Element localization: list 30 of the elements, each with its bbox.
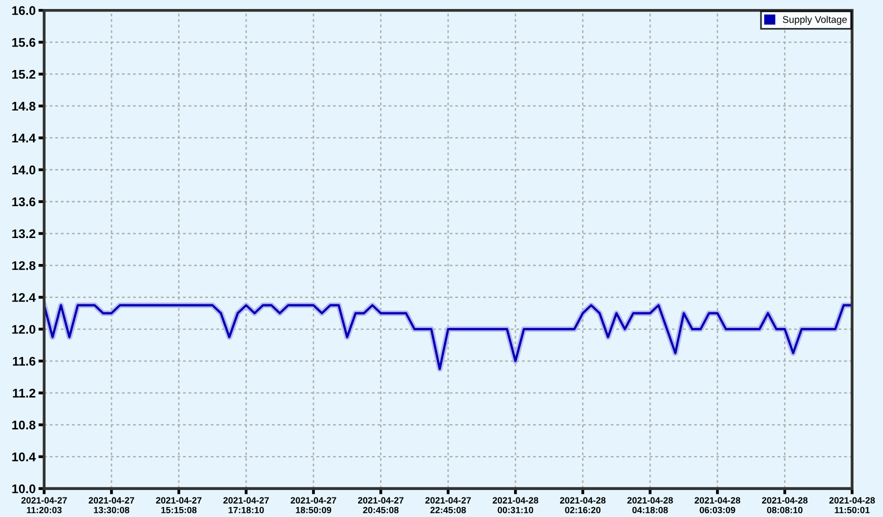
y-tick-label: 14.8 bbox=[12, 102, 36, 111]
y-tick-label: 12.8 bbox=[12, 261, 36, 270]
x-tick-label: 2021-04-28 04:18:08 bbox=[627, 497, 673, 514]
x-tick-label: 2021-04-27 20:45:08 bbox=[358, 497, 404, 514]
y-tick-label: 10.0 bbox=[12, 484, 36, 494]
x-tick-label: 2021-04-28 11:50:01 bbox=[829, 497, 875, 514]
x-tick-label: 2021-04-28 08:08:10 bbox=[762, 497, 808, 514]
legend-label: Supply Voltage bbox=[782, 16, 847, 25]
y-tick-label: 15.2 bbox=[12, 70, 36, 79]
y-tick-label: 12.0 bbox=[12, 324, 36, 334]
x-tick-label: 2021-04-28 00:31:10 bbox=[492, 497, 538, 514]
y-tick-label: 14.4 bbox=[12, 134, 36, 142]
x-tick-label: 2021-04-27 22:45:08 bbox=[425, 497, 471, 514]
y-tick-label: 11.2 bbox=[12, 388, 36, 398]
y-tick-label: 11.6 bbox=[12, 356, 36, 366]
y-tick-label: 10.4 bbox=[12, 452, 36, 462]
y-tick-label: 15.6 bbox=[12, 38, 36, 47]
x-tick-label: 2021-04-28 02:16:20 bbox=[560, 497, 606, 514]
y-tick-label: 10.8 bbox=[12, 420, 36, 430]
x-tick-label: 2021-04-28 06:03:09 bbox=[694, 497, 740, 514]
x-tick-label: 2021-04-27 18:50:09 bbox=[290, 497, 336, 514]
y-tick-label: 13.2 bbox=[12, 229, 36, 238]
x-tick-label: 2021-04-27 13:30:08 bbox=[88, 497, 134, 514]
y-tick-label: 13.6 bbox=[12, 197, 36, 206]
y-tick-label: 16.0 bbox=[12, 6, 36, 15]
x-tick-label: 2021-04-27 15:15:08 bbox=[156, 497, 202, 514]
y-tick-label: 14.0 bbox=[12, 166, 36, 174]
y-tick-label: 12.4 bbox=[12, 293, 36, 302]
x-tick-label: 2021-04-27 11:20:03 bbox=[21, 497, 67, 514]
x-tick-label: 2021-04-27 17:18:10 bbox=[223, 497, 269, 514]
